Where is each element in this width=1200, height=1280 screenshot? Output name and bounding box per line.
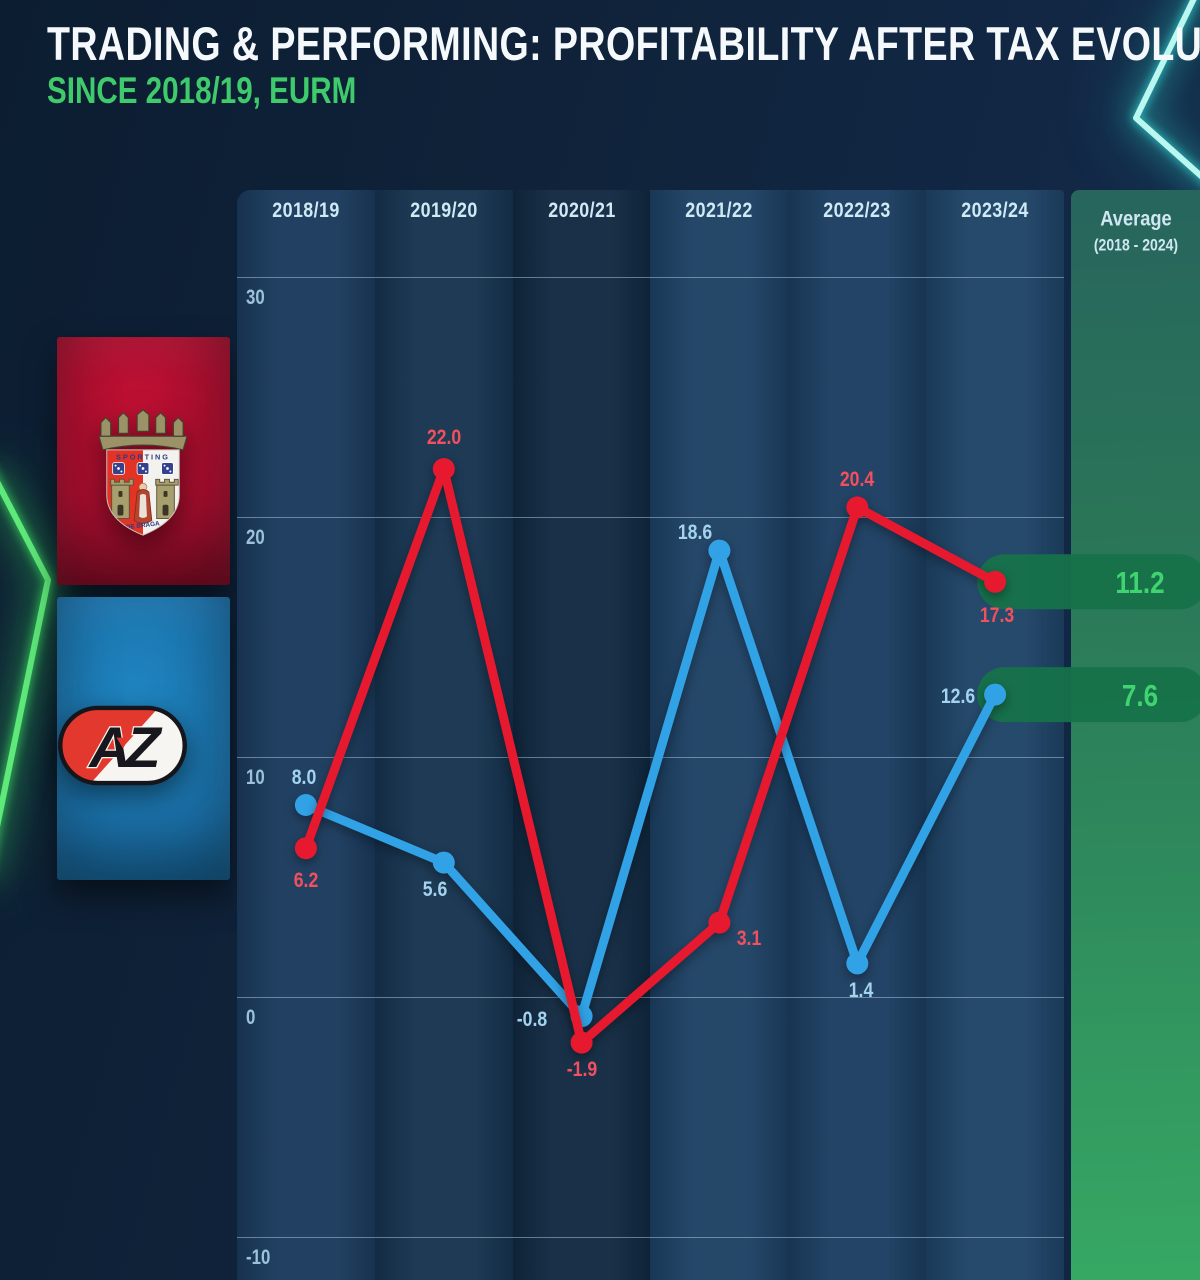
data-label-az: 1.4 <box>848 979 874 1003</box>
data-label-az: 12.6 <box>940 684 976 708</box>
gridline-neg10 <box>237 1237 1064 1238</box>
data-label-braga: 3.1 <box>737 926 762 950</box>
data-label-az: 18.6 <box>678 520 713 544</box>
chart-panel <box>237 190 1064 1280</box>
average-header: Average <box>1100 206 1172 231</box>
svg-text:SPORTING: SPORTING <box>116 453 170 462</box>
column-2019-20 <box>374 190 513 1280</box>
column-2018-19 <box>237 190 375 1280</box>
data-label-braga: 17.3 <box>979 603 1015 627</box>
gridline-10 <box>237 757 1064 758</box>
gridline-30 <box>237 277 1064 278</box>
data-label-braga: 22.0 <box>426 426 461 449</box>
data-label-braga: 20.4 <box>840 468 875 492</box>
ytick-30: 30 <box>246 286 265 309</box>
data-label-az: -0.8 <box>516 1008 547 1032</box>
svg-text:AZ: AZ <box>87 716 162 780</box>
data-label-az: 8.0 <box>291 766 317 789</box>
az-tile: AZ <box>57 597 230 880</box>
category-2020-21: 2020/21 <box>548 199 616 222</box>
gridline-0 <box>237 997 1064 998</box>
ytick-10: 10 <box>246 766 265 789</box>
average-column <box>1071 190 1200 1280</box>
data-label-braga: -1.9 <box>566 1057 597 1081</box>
column-2022-23 <box>788 190 927 1280</box>
column-2021-22 <box>650 190 789 1280</box>
data-label-az: 5.6 <box>422 877 448 901</box>
average-subheader: (2018 - 2024) <box>1093 236 1179 255</box>
svg-text:DE BRAGA: DE BRAGA <box>126 520 161 531</box>
page-subtitle: SINCE 2018/19, EURM <box>47 70 357 111</box>
ytick-20: 20 <box>246 526 265 549</box>
category-2019-20: 2019/20 <box>410 199 478 222</box>
average-value-braga: 11.2 <box>1115 564 1165 600</box>
column-2023-24 <box>926 190 1064 1280</box>
category-2022-23: 2022/23 <box>823 199 891 222</box>
ytick-neg10: -10 <box>246 1246 271 1269</box>
ytick-0: 0 <box>246 1006 256 1029</box>
category-2023-24: 2023/24 <box>961 199 1029 222</box>
category-2021-22: 2021/22 <box>685 199 753 222</box>
gridline-20 <box>237 517 1064 518</box>
category-2018-19: 2018/19 <box>272 199 340 222</box>
average-value-az: 7.6 <box>1121 677 1159 713</box>
braga-tile: SPORTING <box>57 337 230 585</box>
data-label-braga: 6.2 <box>293 869 319 893</box>
az-logo-icon: AZ <box>58 705 187 786</box>
braga-crest-icon: SPORTING <box>98 409 188 536</box>
page-title: TRADING & PERFORMING: PROFITABILITY AFTE… <box>47 17 1200 70</box>
column-2020-21 <box>512 190 651 1280</box>
